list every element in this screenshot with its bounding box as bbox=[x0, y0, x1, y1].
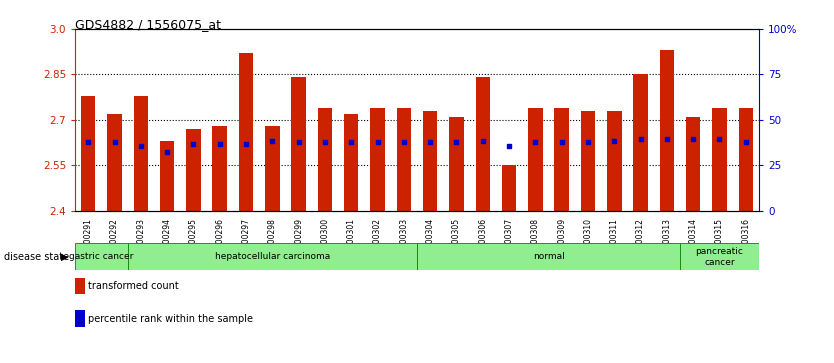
Bar bbox=[739, 108, 753, 211]
Point bbox=[686, 136, 700, 142]
Point bbox=[160, 148, 173, 154]
Point bbox=[608, 138, 621, 144]
Point bbox=[292, 139, 305, 145]
Point bbox=[319, 139, 332, 145]
Bar bbox=[502, 165, 516, 211]
Point bbox=[581, 139, 595, 145]
Point bbox=[529, 139, 542, 145]
Point bbox=[424, 139, 437, 145]
Point bbox=[344, 139, 358, 145]
Bar bbox=[607, 111, 621, 211]
Text: gastric cancer: gastric cancer bbox=[69, 252, 133, 261]
Point bbox=[739, 139, 752, 145]
Bar bbox=[423, 111, 437, 211]
Bar bbox=[397, 108, 411, 211]
Bar bbox=[291, 77, 306, 211]
Text: ▶: ▶ bbox=[61, 252, 68, 262]
Point bbox=[134, 143, 148, 148]
Point bbox=[108, 139, 121, 145]
Bar bbox=[108, 114, 122, 211]
Bar bbox=[370, 108, 384, 211]
Text: transformed count: transformed count bbox=[88, 281, 179, 291]
Bar bbox=[81, 95, 95, 211]
Point bbox=[450, 139, 463, 145]
Bar bbox=[160, 141, 174, 211]
Bar bbox=[555, 108, 569, 211]
Text: hepatocellular carcinoma: hepatocellular carcinoma bbox=[214, 252, 330, 261]
Point bbox=[476, 138, 490, 144]
Text: percentile rank within the sample: percentile rank within the sample bbox=[88, 314, 254, 324]
Point bbox=[713, 136, 726, 142]
Text: disease state: disease state bbox=[4, 252, 69, 262]
Bar bbox=[450, 117, 464, 211]
Text: normal: normal bbox=[533, 252, 565, 261]
Point bbox=[634, 136, 647, 142]
Bar bbox=[712, 108, 726, 211]
Point bbox=[82, 139, 95, 145]
Bar bbox=[239, 53, 254, 211]
Bar bbox=[680, 243, 759, 270]
Text: GDS4882 / 1556075_at: GDS4882 / 1556075_at bbox=[75, 18, 221, 31]
Text: pancreatic
cancer: pancreatic cancer bbox=[696, 247, 743, 266]
Point bbox=[213, 141, 226, 147]
Bar bbox=[75, 243, 128, 270]
Bar bbox=[265, 126, 279, 211]
Bar bbox=[213, 126, 227, 211]
Point bbox=[397, 139, 410, 145]
Point bbox=[239, 141, 253, 147]
Bar bbox=[528, 108, 543, 211]
Point bbox=[502, 143, 515, 148]
Point bbox=[266, 138, 279, 144]
Bar bbox=[633, 74, 648, 211]
Bar bbox=[128, 243, 417, 270]
Bar bbox=[133, 95, 148, 211]
Point bbox=[661, 136, 674, 142]
Bar bbox=[475, 77, 490, 211]
Point bbox=[555, 139, 568, 145]
Point bbox=[371, 139, 384, 145]
Bar bbox=[417, 243, 680, 270]
Bar bbox=[686, 117, 701, 211]
Point bbox=[187, 141, 200, 147]
Bar bbox=[186, 129, 201, 211]
Bar bbox=[580, 111, 595, 211]
Bar bbox=[660, 50, 674, 211]
Bar bbox=[344, 114, 359, 211]
Bar bbox=[318, 108, 332, 211]
